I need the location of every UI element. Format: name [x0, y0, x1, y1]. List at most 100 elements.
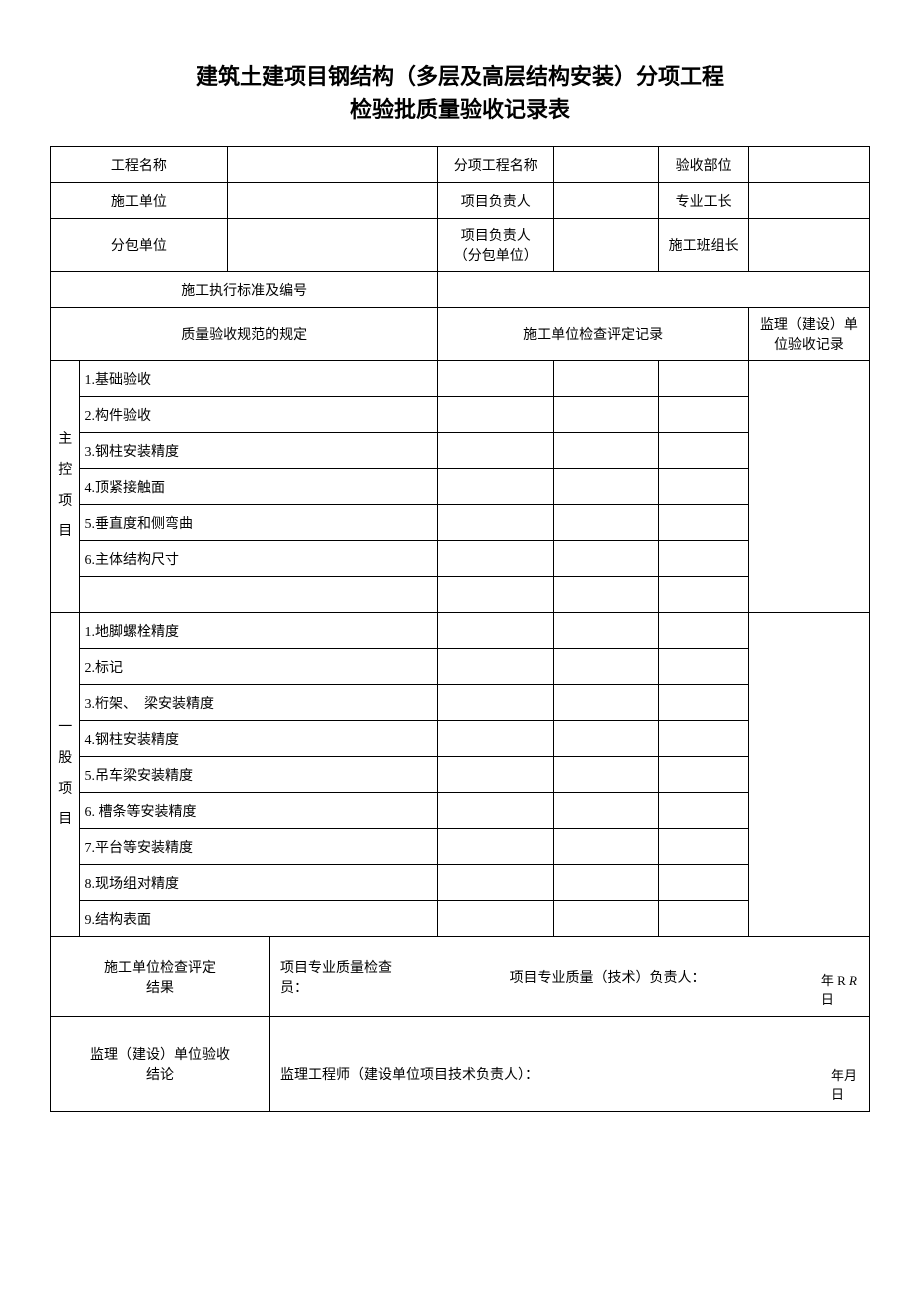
title-line-2: 检验批质量验收记录表 — [350, 97, 570, 122]
exec-standard-label: 施工执行标准及编号 — [51, 272, 438, 308]
table-row: 3.钢柱安装精度 — [51, 433, 870, 469]
table-row: 6.主体结构尺寸 — [51, 541, 870, 577]
supervision-cell — [748, 613, 869, 937]
record-cell — [659, 865, 748, 901]
record-cell — [554, 901, 659, 937]
subitem-name-label: 分项工程名称 — [438, 147, 554, 183]
record-cell — [438, 397, 554, 433]
table-row: 2.构件验收 — [51, 397, 870, 433]
record-cell — [659, 829, 748, 865]
record-cell — [554, 397, 659, 433]
inspection-form-table: 工程名称 分项工程名称 验收部位 施工单位 项目负责人 专业工长 分包单位 项目… — [50, 146, 870, 1112]
record-cell — [554, 865, 659, 901]
record-cell — [438, 793, 554, 829]
s2-item: 5.吊车梁安装精度 — [80, 757, 438, 793]
project-name-label: 工程名称 — [51, 147, 228, 183]
record-cell — [659, 649, 748, 685]
title-line-1: 建筑土建项目钢结构（多层及高层结构安装）分项工程 — [196, 64, 724, 89]
table-row — [51, 577, 870, 613]
header-row-2: 施工单位 项目负责人 专业工长 — [51, 183, 870, 219]
record-cell — [438, 613, 554, 649]
subitem-name-value — [554, 147, 659, 183]
table-row: 4.钢柱安装精度 — [51, 721, 870, 757]
sub-leader-label: 项目负责人 （分包单位） — [438, 219, 554, 272]
s2-item: 6. 槽条等安装精度 — [80, 793, 438, 829]
date-field: 年月 日 — [831, 1065, 857, 1103]
record-cell — [554, 577, 659, 613]
header-row-5: 质量验收规范的规定 施工单位检查评定记录 监理（建设）单 位验收记录 — [51, 308, 870, 361]
s1-item: 2.构件验收 — [80, 397, 438, 433]
s1-item — [80, 577, 438, 613]
table-row: 5.吊车梁安装精度 — [51, 757, 870, 793]
supervision-record-label: 监理（建设）单 位验收记录 — [748, 308, 869, 361]
header-row-4: 施工执行标准及编号 — [51, 272, 870, 308]
s1-item: 1.基础验收 — [80, 361, 438, 397]
team-leader-value — [748, 219, 869, 272]
record-cell — [438, 361, 554, 397]
record-cell — [554, 469, 659, 505]
record-cell — [438, 505, 554, 541]
pro-foreman-label: 专业工长 — [659, 183, 748, 219]
inspector-label: 项目专业质量检查 员： — [280, 961, 392, 996]
record-cell — [659, 541, 748, 577]
record-cell — [554, 757, 659, 793]
section1-vlabel: 主 控 项 目 — [51, 361, 80, 613]
s2-item: 7.平台等安装精度 — [80, 829, 438, 865]
record-cell — [438, 757, 554, 793]
subcontract-unit-label: 分包单位 — [51, 219, 228, 272]
accept-part-label: 验收部位 — [659, 147, 748, 183]
section2-vlabel: 一 股 项 目 — [51, 613, 80, 937]
record-cell — [438, 433, 554, 469]
table-row: 9.结构表面 — [51, 901, 870, 937]
record-cell — [438, 577, 554, 613]
exec-standard-value — [438, 272, 870, 308]
s2-item: 1.地脚螺栓精度 — [80, 613, 438, 649]
table-row: 一 股 项 目 1.地脚螺栓精度 — [51, 613, 870, 649]
s2-item: 8.现场组对精度 — [80, 865, 438, 901]
conclusion-content: 监理工程师（建设单位项目技术负责人）： 年月 日 — [269, 1017, 869, 1112]
record-cell — [659, 901, 748, 937]
record-cell — [659, 505, 748, 541]
s1-item: 3.钢柱安装精度 — [80, 433, 438, 469]
sub-leader-value — [554, 219, 659, 272]
result-content: 项目专业质量检查 员： 项目专业质量（技术）负责人： 年 R R 日 — [269, 937, 869, 1017]
supervisor-label: 监理工程师（建设单位项目技术负责人）： — [280, 1064, 539, 1084]
project-leader-value — [554, 183, 659, 219]
s2-item: 3.桁架、 梁安装精度 — [80, 685, 438, 721]
header-row-1: 工程名称 分项工程名称 验收部位 — [51, 147, 870, 183]
record-cell — [659, 397, 748, 433]
record-cell — [438, 829, 554, 865]
record-cell — [554, 721, 659, 757]
record-cell — [659, 361, 748, 397]
record-cell — [554, 505, 659, 541]
record-cell — [554, 685, 659, 721]
date-field: 年 R R 日 — [821, 970, 857, 1008]
record-cell — [438, 901, 554, 937]
project-leader-label: 项目负责人 — [438, 183, 554, 219]
quality-spec-label: 质量验收规范的规定 — [51, 308, 438, 361]
record-cell — [554, 541, 659, 577]
table-row: 6. 槽条等安装精度 — [51, 793, 870, 829]
table-row: 3.桁架、 梁安装精度 — [51, 685, 870, 721]
record-cell — [554, 433, 659, 469]
s2-item: 9.结构表面 — [80, 901, 438, 937]
record-cell — [659, 469, 748, 505]
team-leader-label: 施工班组长 — [659, 219, 748, 272]
record-cell — [438, 865, 554, 901]
table-row: 8.现场组对精度 — [51, 865, 870, 901]
s1-item: 6.主体结构尺寸 — [80, 541, 438, 577]
record-cell — [659, 433, 748, 469]
record-cell — [438, 469, 554, 505]
record-cell — [438, 685, 554, 721]
table-row: 主 控 项 目 1.基础验收 — [51, 361, 870, 397]
subcontract-unit-value — [227, 219, 438, 272]
result-label: 施工单位检查评定 结果 — [51, 937, 270, 1017]
record-cell — [554, 793, 659, 829]
accept-part-value — [748, 147, 869, 183]
record-cell — [554, 829, 659, 865]
record-cell — [659, 793, 748, 829]
table-row: 7.平台等安装精度 — [51, 829, 870, 865]
tech-leader-label: 项目专业质量（技术）负责人： — [510, 967, 706, 987]
record-cell — [659, 721, 748, 757]
table-row: 4.顶紧接触面 — [51, 469, 870, 505]
